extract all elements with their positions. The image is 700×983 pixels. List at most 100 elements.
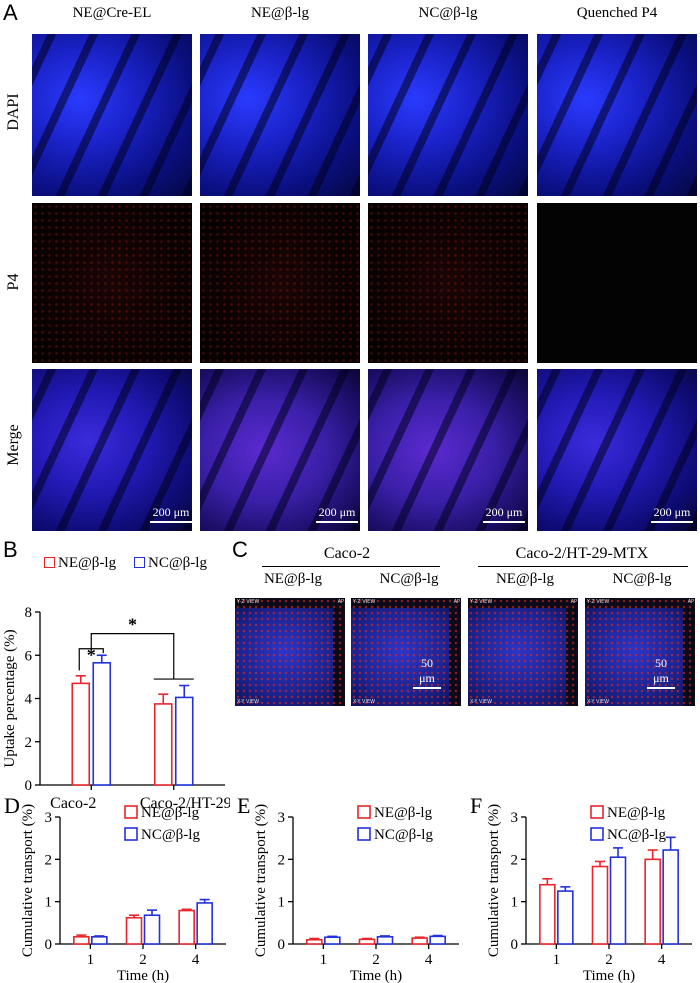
image-merge-quenched-p4 (537, 369, 697, 531)
y-axis-label: Cumulative transport (%) (20, 804, 36, 957)
y-tick-label: 8 (25, 605, 33, 621)
confocal-caco2-ne: Y-Z VIEW AP X-Y VIEW (235, 598, 345, 706)
view-label-yz: Y-Z VIEW (237, 599, 260, 605)
view-label-ap: AP (687, 599, 694, 605)
x-tick-label: 2 (372, 952, 380, 968)
x-axis-label: Time (h) (583, 968, 635, 983)
y-tick-label: 2 (25, 735, 33, 751)
confocal-xz-strip (566, 598, 578, 706)
bar-nc (429, 935, 446, 945)
image-merge-ne-cre-el (32, 369, 192, 531)
panel-f-letter: F (470, 793, 482, 818)
bar-ne (306, 938, 323, 945)
bar-nc (376, 936, 394, 945)
x-axis-label: Time (h) (117, 968, 169, 983)
chart-f-plot: 0 1 2 3 Cumulative transport (%) 1 2 4 Time (h) F… (470, 793, 692, 983)
bar-ne (178, 909, 195, 945)
x-tick-label: 4 (658, 952, 666, 968)
legend-swatch-ne (124, 805, 138, 819)
bar-nc (143, 914, 161, 945)
image-p4-quenched-p4 (537, 203, 697, 363)
x-tick-label: 1 (320, 952, 328, 968)
y-tick-label: 1 (278, 895, 286, 911)
scale-bar-3: 200 μm (483, 505, 525, 523)
confocal-ht29-nc: Y-Z VIEW AP X-Y VIEW 50 μm (585, 598, 695, 706)
image-dapi-ne-blg (200, 34, 360, 196)
view-label-yz: Y-Z VIEW (470, 599, 493, 605)
image-p4-ne-cre-el (32, 203, 192, 363)
sub-label-4: NC@β-lg (612, 571, 672, 587)
legend-label-ne: NE@β-lg (374, 805, 433, 821)
confocal-xz-strip (683, 598, 695, 706)
y-tick-label: 0 (278, 937, 286, 953)
significance-star-1: * (87, 645, 96, 665)
sub-label-2: NC@β-lg (379, 571, 439, 587)
y-axis-label: Uptake percentage (%) (2, 629, 18, 767)
bar-nc (91, 936, 108, 945)
view-label-xy: X-Y VIEW (353, 699, 376, 705)
view-label-xy: X-Y VIEW (587, 699, 610, 705)
panel-a-letter: A (3, 0, 18, 25)
bar-nc (196, 902, 213, 945)
image-merge-nc-blg (368, 369, 528, 531)
legend-nc-blg: NC@β-lg (134, 555, 207, 572)
bar-ne (125, 916, 143, 945)
chart-b-plot: 0 2 4 6 8 Uptake percentage (%) Caco-2 Caco-2/H… (2, 605, 230, 810)
legend-swatch-ne (357, 805, 371, 819)
scale-line (651, 521, 693, 523)
legend-label-nc: NC@β-lg (141, 827, 200, 843)
chart-b: 0 2 4 6 8 Uptake percentage (%) Caco-2 Caco-2/H… (2, 605, 230, 810)
image-dapi-ne-cre-el (32, 34, 192, 196)
bar-nc (609, 856, 627, 945)
scale-bar-2: 200 μm (316, 505, 358, 523)
bar-nc (92, 662, 112, 786)
bar-ne (644, 858, 661, 945)
bar-ne (411, 937, 428, 945)
chart-f: 0 1 2 3 Cumulative transport (%) 1 2 4 Time (h) F… (470, 793, 692, 983)
legend-label-nc: NC@β-lg (607, 827, 666, 843)
chart-d: 0 1 2 3 Cumulative transport (%) 1 2 4 Time (h) D… (4, 793, 226, 983)
group-label-caco2: Caco-2 (323, 545, 371, 562)
group-line-caco2-ht29 (478, 566, 688, 567)
bar-ne (358, 938, 376, 945)
x-tick-label: 4 (425, 952, 433, 968)
y-tick-label: 3 (45, 810, 53, 826)
scale-label: 200 μm (152, 505, 190, 519)
chart-d-plot: 0 1 2 3 Cumulative transport (%) 1 2 4 Time (h) D… (4, 793, 226, 983)
y-tick-label: 3 (278, 810, 286, 826)
sub-label-3: NE@β-lg (495, 571, 555, 587)
chart-e: 0 1 2 3 Cumulative transport (%) 1 2 4 Time (h) E… (237, 793, 459, 983)
x-tick-label: 4 (192, 952, 200, 968)
legend-swatch-ne (44, 557, 55, 568)
scale-line (413, 687, 441, 689)
sub-label-1: NE@β-lg (263, 571, 323, 587)
scale-label: 50 μm (419, 656, 435, 685)
bar-nc (324, 936, 341, 945)
panel-d-letter: D (4, 793, 20, 818)
x-tick-label: 2 (605, 952, 613, 968)
scale-label: 200 μm (653, 505, 691, 519)
view-label-ap: AP (337, 599, 344, 605)
scale-line (647, 687, 675, 689)
image-dapi-nc-blg (368, 34, 528, 196)
legend-label-nc: NC@β-lg (148, 555, 207, 571)
panel-c-letter: C (232, 537, 248, 562)
group-line-caco2 (262, 566, 440, 567)
view-label-ap: AP (570, 599, 577, 605)
confocal-caco2-nc: Y-Z VIEW AP X-Y VIEW 50 μm (351, 598, 461, 706)
row-label-p4: P4 (5, 273, 22, 291)
group-label-caco2-ht29: Caco-2/HT-29-MTX (515, 545, 649, 562)
bar-ne (539, 883, 556, 945)
scale-bar-1: 200 μm (150, 505, 192, 523)
y-tick-label: 2 (511, 852, 519, 868)
y-axis-label: Cumulative transport (%) (486, 804, 502, 957)
image-p4-ne-blg (200, 203, 360, 363)
bar-nc (557, 890, 574, 945)
bar-nc (662, 849, 679, 945)
bar-ne (153, 703, 173, 786)
significance-star-2: * (128, 615, 137, 635)
legend-swatch-ne (590, 805, 604, 819)
legend-ne-blg: NE@β-lg (44, 555, 116, 572)
panel-b-letter: B (3, 537, 18, 562)
panel-e-letter: E (237, 793, 250, 818)
